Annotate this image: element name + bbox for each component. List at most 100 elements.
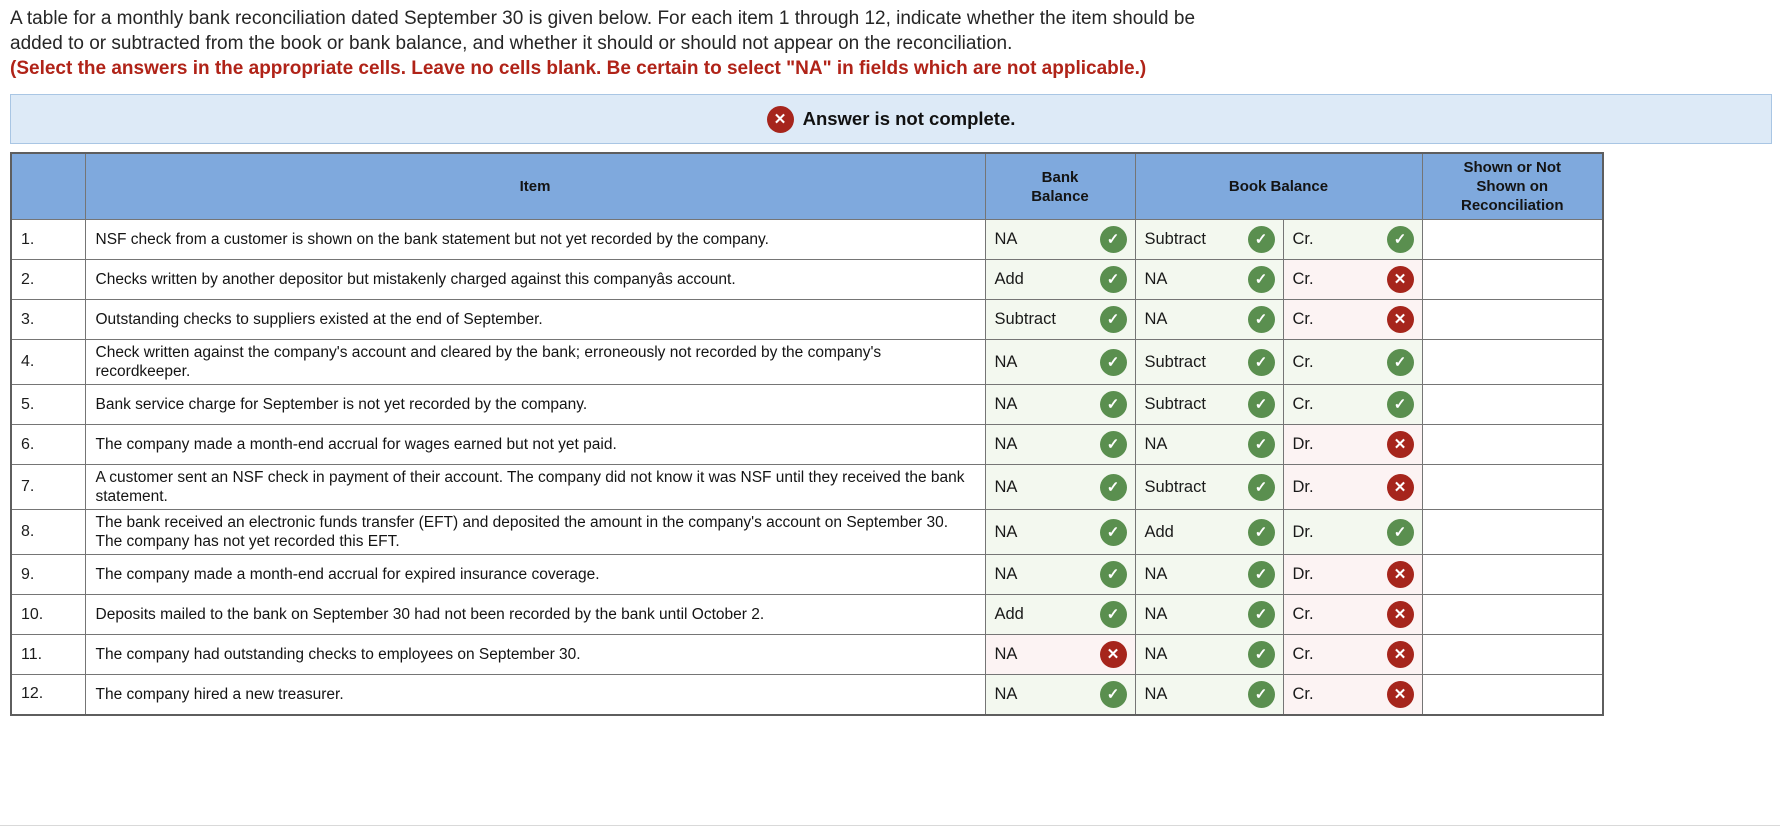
bank-balance-value: NA bbox=[994, 352, 1018, 371]
header-bank-balance: Bank Balance bbox=[984, 152, 1136, 220]
bank-balance-select[interactable]: NA ✕ bbox=[984, 634, 1136, 675]
x-icon: ✕ bbox=[1386, 680, 1414, 708]
book-balance-select[interactable]: NA ✓ bbox=[1134, 299, 1284, 340]
table-row: 4. Check written against the company's a… bbox=[10, 339, 1604, 385]
bank-balance-value: NA bbox=[994, 230, 1018, 248]
bank-balance-select[interactable]: NA ✓ bbox=[984, 384, 1136, 425]
table-row: 7. A customer sent an NSF check in payme… bbox=[10, 464, 1604, 510]
bank-balance-select[interactable]: NA ✓ bbox=[984, 554, 1136, 595]
book-balance-value: Add bbox=[1144, 522, 1174, 541]
shown-on-reconciliation-cell[interactable] bbox=[1421, 384, 1604, 425]
shown-on-reconciliation-cell[interactable] bbox=[1421, 674, 1604, 715]
item-description: The company hired a new treasurer. bbox=[84, 674, 986, 715]
check-icon: ✓ bbox=[1099, 226, 1127, 253]
shown-on-reconciliation-cell[interactable] bbox=[1421, 594, 1604, 635]
bank-balance-select[interactable]: Add ✓ bbox=[984, 259, 1136, 300]
book-balance-select[interactable]: NA ✓ bbox=[1134, 554, 1284, 595]
book-balance-select[interactable]: Subtract ✓ bbox=[1134, 384, 1284, 425]
shown-on-reconciliation-cell[interactable] bbox=[1421, 259, 1604, 300]
book-balance-select[interactable]: NA ✓ bbox=[1134, 424, 1284, 465]
bank-balance-select[interactable]: NA ✓ bbox=[984, 674, 1136, 715]
row-number: 9. bbox=[10, 554, 86, 595]
book-balance-select[interactable]: Add ✓ bbox=[1134, 509, 1284, 555]
check-icon: ✓ bbox=[1099, 306, 1127, 333]
check-icon: ✓ bbox=[1247, 266, 1275, 293]
row-number: 12. bbox=[10, 674, 86, 715]
book-balance-value: Subtract bbox=[1144, 395, 1206, 413]
shown-on-reconciliation-cell[interactable] bbox=[1421, 634, 1604, 675]
debit-credit-value: Cr. bbox=[1292, 645, 1314, 663]
item-description: The company made a month-end accrual for… bbox=[84, 554, 986, 595]
bank-balance-select[interactable]: NA ✓ bbox=[984, 424, 1136, 465]
debit-credit-value: Dr. bbox=[1292, 522, 1314, 541]
x-icon: ✕ bbox=[1099, 641, 1127, 668]
debit-credit-select[interactable]: Dr. ✕ bbox=[1282, 464, 1423, 510]
shown-on-reconciliation-cell[interactable] bbox=[1421, 339, 1604, 385]
book-balance-select[interactable]: NA ✓ bbox=[1134, 674, 1284, 715]
bank-balance-value: NA bbox=[994, 565, 1018, 583]
debit-credit-value: Cr. bbox=[1292, 352, 1314, 371]
book-balance-value: NA bbox=[1144, 435, 1168, 453]
debit-credit-select[interactable]: Cr. ✕ bbox=[1282, 634, 1423, 675]
book-balance-select[interactable]: NA ✓ bbox=[1134, 259, 1284, 300]
row-number: 4. bbox=[10, 339, 86, 385]
question-instructions: A table for a monthly bank reconciliatio… bbox=[0, 0, 1245, 81]
shown-on-reconciliation-cell[interactable] bbox=[1421, 424, 1604, 465]
book-balance-select[interactable]: Subtract ✓ bbox=[1134, 464, 1284, 510]
shown-on-reconciliation-cell[interactable] bbox=[1421, 554, 1604, 595]
book-balance-select[interactable]: NA ✓ bbox=[1134, 634, 1284, 675]
book-balance-value: NA bbox=[1144, 310, 1168, 328]
debit-credit-select[interactable]: Cr. ✕ bbox=[1282, 674, 1423, 715]
check-icon: ✓ bbox=[1247, 431, 1275, 458]
debit-credit-select[interactable]: Cr. ✕ bbox=[1282, 594, 1423, 635]
debit-credit-select[interactable]: Dr. ✓ bbox=[1282, 509, 1423, 555]
debit-credit-select[interactable]: Cr. ✕ bbox=[1282, 299, 1423, 340]
book-balance-select[interactable]: NA ✓ bbox=[1134, 594, 1284, 635]
x-icon: ✕ bbox=[1386, 601, 1414, 628]
debit-credit-select[interactable]: Cr. ✓ bbox=[1282, 339, 1423, 385]
book-balance-select[interactable]: Subtract ✓ bbox=[1134, 219, 1284, 260]
debit-credit-select[interactable]: Cr. ✓ bbox=[1282, 219, 1423, 260]
item-description: Bank service charge for September is not… bbox=[84, 384, 986, 425]
reconciliation-table: Item Bank Balance Book Balance Shown or … bbox=[10, 152, 1604, 716]
debit-credit-select[interactable]: Cr. ✕ bbox=[1282, 259, 1423, 300]
x-icon: ✕ bbox=[1386, 306, 1414, 333]
shown-on-reconciliation-cell[interactable] bbox=[1421, 299, 1604, 340]
bank-balance-select[interactable]: Subtract ✓ bbox=[984, 299, 1136, 340]
bank-balance-value: Subtract bbox=[994, 310, 1056, 328]
bank-balance-select[interactable]: Add ✓ bbox=[984, 594, 1136, 635]
item-description: Checks written by another depositor but … bbox=[84, 259, 986, 300]
debit-credit-select[interactable]: Cr. ✓ bbox=[1282, 384, 1423, 425]
debit-credit-value: Cr. bbox=[1292, 310, 1314, 328]
x-icon: ✕ bbox=[1386, 266, 1414, 293]
check-icon: ✓ bbox=[1099, 601, 1127, 628]
row-number: 1. bbox=[10, 219, 86, 260]
debit-credit-select[interactable]: Dr. ✕ bbox=[1282, 554, 1423, 595]
bank-balance-select[interactable]: NA ✓ bbox=[984, 464, 1136, 510]
shown-on-reconciliation-cell[interactable] bbox=[1421, 219, 1604, 260]
debit-credit-value: Dr. bbox=[1292, 565, 1314, 583]
x-icon: ✕ bbox=[1386, 641, 1414, 668]
check-icon: ✓ bbox=[1247, 561, 1275, 588]
row-number: 8. bbox=[10, 509, 86, 555]
table-row: 5. Bank service charge for September is … bbox=[10, 384, 1604, 425]
item-description: Deposits mailed to the bank on September… bbox=[84, 594, 986, 635]
check-icon: ✓ bbox=[1099, 473, 1127, 501]
x-icon: ✕ bbox=[1386, 473, 1414, 501]
bank-balance-select[interactable]: NA ✓ bbox=[984, 339, 1136, 385]
bank-balance-select[interactable]: NA ✓ bbox=[984, 219, 1136, 260]
bank-balance-select[interactable]: NA ✓ bbox=[984, 509, 1136, 555]
table-row: 3. Outstanding checks to suppliers exist… bbox=[10, 299, 1604, 340]
shown-on-reconciliation-cell[interactable] bbox=[1421, 509, 1604, 555]
shown-on-reconciliation-cell[interactable] bbox=[1421, 464, 1604, 510]
row-number: 5. bbox=[10, 384, 86, 425]
debit-credit-value: Cr. bbox=[1292, 684, 1314, 703]
table-row: 6. The company made a month-end accrual … bbox=[10, 424, 1604, 465]
book-balance-select[interactable]: Subtract ✓ bbox=[1134, 339, 1284, 385]
check-icon: ✓ bbox=[1247, 601, 1275, 628]
row-number: 3. bbox=[10, 299, 86, 340]
header-book-balance: Book Balance bbox=[1134, 152, 1423, 220]
debit-credit-select[interactable]: Dr. ✕ bbox=[1282, 424, 1423, 465]
item-description: Outstanding checks to suppliers existed … bbox=[84, 299, 986, 340]
